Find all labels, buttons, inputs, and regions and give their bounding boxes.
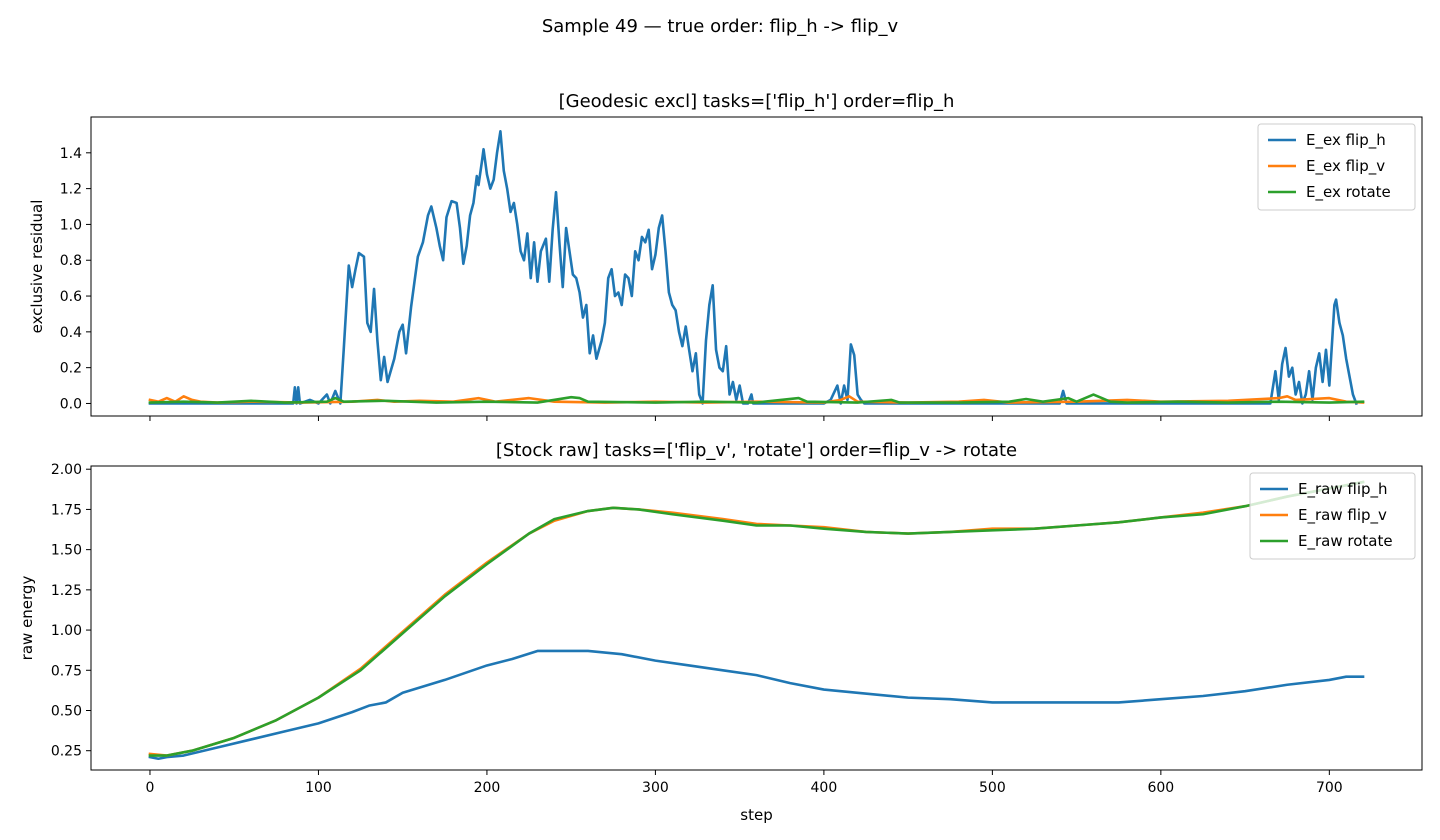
panel1-ytick-label: 1.0 bbox=[60, 217, 82, 233]
panel2-ytick-label: 1.00 bbox=[51, 623, 82, 639]
panel2-ytick-label: 0.50 bbox=[51, 703, 82, 719]
panel2-xtick-label: 600 bbox=[1147, 780, 1174, 796]
panel2-ytick-label: 1.25 bbox=[51, 583, 82, 599]
panel2-ytick-label: 2.00 bbox=[51, 462, 82, 478]
panel1-frame bbox=[90, 116, 1423, 417]
panel2-xtick-label: 300 bbox=[642, 780, 669, 796]
panel2-line-e-raw-flip-v bbox=[148, 480, 1365, 757]
panel2-ylabel: raw energy bbox=[18, 576, 36, 661]
panel2-line-e-raw-rotate bbox=[148, 480, 1365, 757]
panel2-title: [Stock raw] tasks=['flip_v', 'rotate'] o… bbox=[496, 440, 1017, 461]
panel2-legend: E_raw flip_h E_raw flip_v E_raw rotate bbox=[1249, 472, 1416, 560]
panel1-legend-box bbox=[1257, 123, 1416, 211]
panel1-line-e-ex-rotate bbox=[148, 393, 1365, 404]
panel2-ytick-label: 0.75 bbox=[51, 663, 82, 679]
panel1-legend-label-e-ex-flip-h: E_ex flip_h bbox=[1306, 131, 1386, 150]
top-panel: [Geodesic excl] tasks=['flip_h'] order=f… bbox=[28, 91, 1423, 421]
panel1-line-e-ex-flip-h bbox=[148, 130, 1358, 406]
panel1-ytick-label: 0.2 bbox=[60, 361, 82, 377]
panel1-legend: E_ex flip_h E_ex flip_v E_ex rotate bbox=[1257, 123, 1416, 211]
panel2-legend-label-e-raw-flip-h: E_raw flip_h bbox=[1298, 480, 1388, 499]
panel1-legend-label-e-ex-rotate: E_ex rotate bbox=[1306, 183, 1391, 202]
panel2-xtick-label: 200 bbox=[474, 780, 501, 796]
panel2-xtick-label: 0 bbox=[146, 780, 155, 796]
panel1-title: [Geodesic excl] tasks=['flip_h'] order=f… bbox=[559, 91, 955, 112]
panel2-xtick-label: 400 bbox=[811, 780, 838, 796]
figure-suptitle: Sample 49 — true order: flip_h -> flip_v bbox=[542, 16, 899, 37]
panel1-ytick-label: 1.2 bbox=[60, 182, 82, 198]
panel2-legend-label-e-raw-flip-v: E_raw flip_v bbox=[1298, 506, 1387, 525]
panel2-legend-box bbox=[1249, 472, 1416, 560]
panel2-xtick-label: 500 bbox=[979, 780, 1006, 796]
panel2-legend-label-e-raw-rotate: E_raw rotate bbox=[1298, 532, 1393, 551]
panel2-xlabel: step bbox=[740, 806, 772, 824]
panel2-xtick-label: 100 bbox=[305, 780, 332, 796]
panel2-series-group bbox=[148, 480, 1365, 761]
panel1-ytick-label: 0.8 bbox=[60, 253, 82, 269]
panel1-ylabel: exclusive residual bbox=[28, 200, 46, 334]
panel1-legend-label-e-ex-flip-v: E_ex flip_v bbox=[1306, 157, 1385, 176]
panel1-ytick-label: 1.4 bbox=[60, 146, 82, 162]
panel1-ytick-label: 0.4 bbox=[60, 325, 82, 341]
panel2-ytick-label: 1.50 bbox=[51, 543, 82, 559]
bottom-panel: [Stock raw] tasks=['flip_v', 'rotate'] o… bbox=[18, 440, 1423, 824]
panel2-line-e-raw-flip-h bbox=[148, 649, 1365, 761]
panel2-xtick-label: 700 bbox=[1316, 780, 1343, 796]
panel2-frame bbox=[90, 465, 1423, 771]
panel1-series-group bbox=[148, 130, 1365, 406]
panel1-ytick-label: 0.0 bbox=[60, 396, 82, 412]
panel2-ytick-label: 0.25 bbox=[51, 744, 82, 760]
panel2-ytick-label: 1.75 bbox=[51, 502, 82, 518]
panel1-ytick-label: 0.6 bbox=[60, 289, 82, 305]
